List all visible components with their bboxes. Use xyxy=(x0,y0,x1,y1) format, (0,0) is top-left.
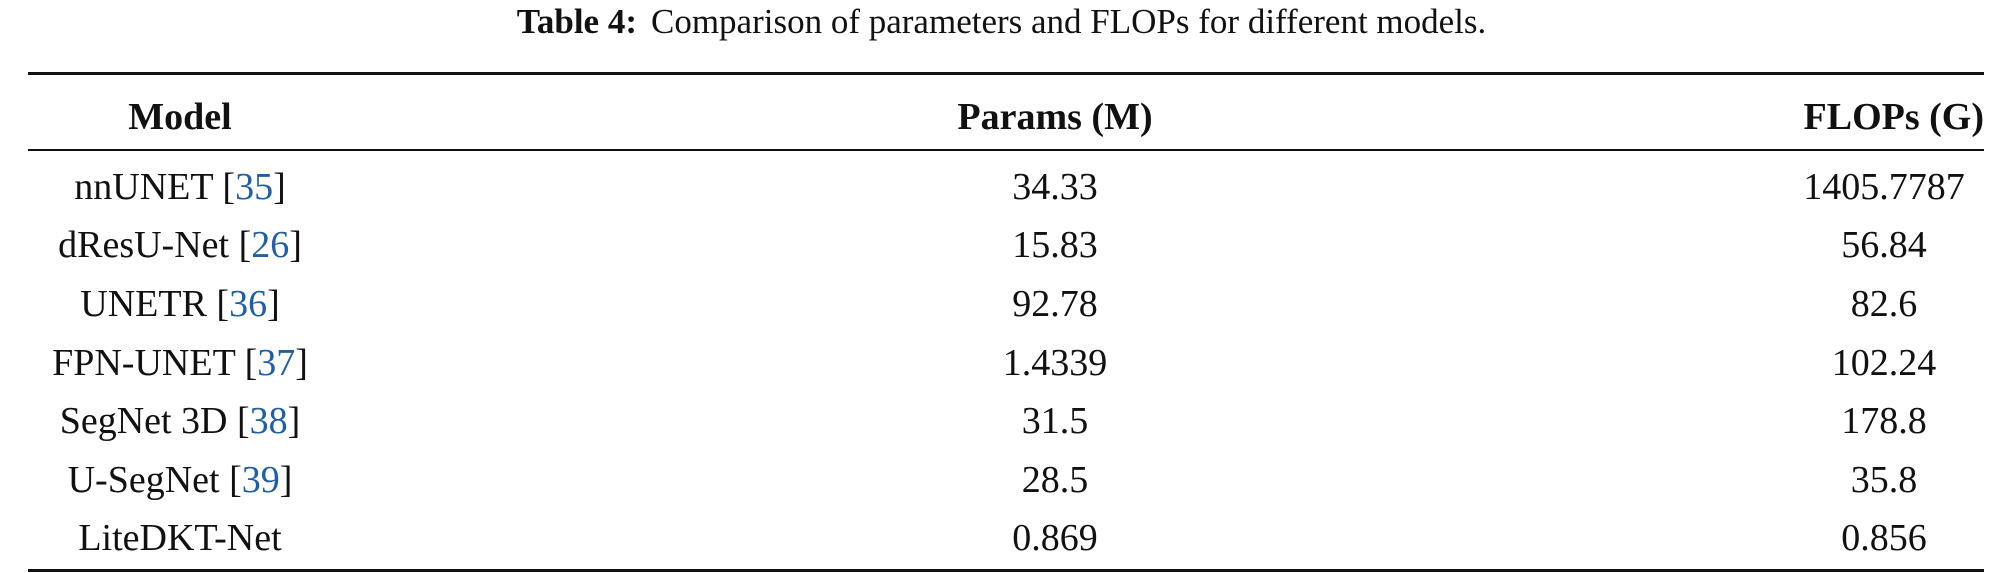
citation: 35 xyxy=(235,166,274,208)
table-cell: 31.5 xyxy=(1021,400,1089,442)
column-header: Params (M) xyxy=(957,96,1153,138)
text-part: ] xyxy=(273,166,286,208)
table-cell: 0.856 xyxy=(1841,517,1927,559)
column-header: Model xyxy=(128,96,232,138)
model-name: LiteDKT-Net xyxy=(78,515,281,561)
table-caption: Table 4: Comparison of parameters and FLO… xyxy=(0,2,2003,42)
table-cell: 15.83 xyxy=(1012,224,1098,266)
caption-label: Table 4: xyxy=(516,2,637,41)
top-rule xyxy=(28,72,1984,75)
model-name: FPN-UNET [37] xyxy=(52,340,308,386)
text-part: ] xyxy=(289,224,302,266)
table-cell: 56.84 xyxy=(1841,224,1927,266)
table-cell: 1.4339 xyxy=(1002,342,1108,384)
caption-text: Comparison of parameters and FLOPs for d… xyxy=(650,2,1487,41)
text-part: SegNet 3D [ xyxy=(59,400,250,442)
model-name: dResU-Net [26] xyxy=(58,222,302,268)
table-cell: 82.6 xyxy=(1850,283,1918,325)
citation: 39 xyxy=(241,459,280,501)
text-part: dResU-Net [ xyxy=(58,224,252,266)
model-name: nnUNET [35] xyxy=(74,164,285,210)
model-name: SegNet 3D [38] xyxy=(60,398,301,444)
table-cell: 102.24 xyxy=(1831,342,1937,384)
citation: 38 xyxy=(249,400,288,442)
text-part: ] xyxy=(279,459,293,501)
text-part: FPN-UNET [ xyxy=(52,342,258,384)
citation: 37 xyxy=(257,342,296,384)
table-cell: 92.78 xyxy=(1012,283,1098,325)
text-part: nnUNET [ xyxy=(74,166,236,208)
model-name: UNETR [36] xyxy=(80,281,279,327)
column-header: FLOPs (G) xyxy=(1803,96,1984,138)
table-cell: 0.869 xyxy=(1012,517,1098,559)
mid-rule xyxy=(28,149,1984,151)
text-part: ] xyxy=(295,342,308,384)
citation: 26 xyxy=(251,224,290,266)
bottom-rule xyxy=(28,569,1984,572)
text-part: ] xyxy=(287,400,301,442)
text-part: UNETR [ xyxy=(80,283,230,325)
model-name: U-SegNet [39] xyxy=(68,457,293,503)
text-part: ] xyxy=(267,283,280,325)
text-part: LiteDKT-Net xyxy=(78,517,282,559)
table-cell: 35.8 xyxy=(1850,459,1918,501)
table-cell: 1405.7787 xyxy=(1803,166,1965,208)
table-cell: 28.5 xyxy=(1021,459,1089,501)
text-part: U-SegNet [ xyxy=(67,459,242,501)
citation: 36 xyxy=(229,283,268,325)
table-cell: 34.33 xyxy=(1012,166,1098,208)
table-cell: 178.8 xyxy=(1841,400,1927,442)
